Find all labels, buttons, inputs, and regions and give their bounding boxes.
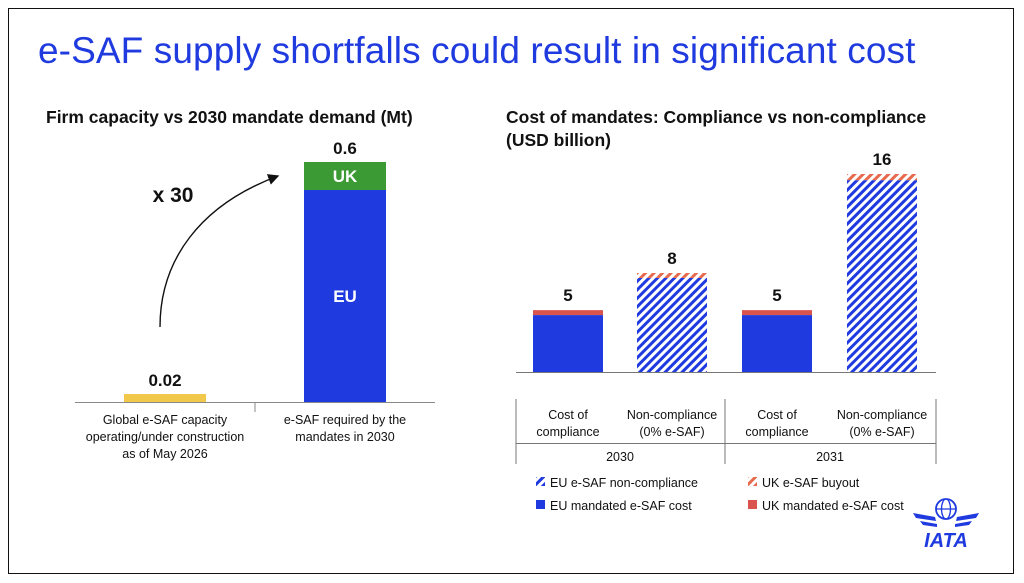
legend-label: EU e-SAF non-compliance xyxy=(550,476,698,490)
bar-segment xyxy=(742,310,812,316)
multiplier-annotation: x 30 xyxy=(153,184,194,207)
wing-icon xyxy=(913,513,979,521)
eu-segment-label: EU xyxy=(333,287,357,306)
bar-segment xyxy=(742,315,812,372)
category-label: Cost of xyxy=(548,408,588,422)
bar-total-label: 8 xyxy=(667,249,676,268)
right-chart-title-line-2: (USD billion) xyxy=(506,130,611,150)
uk-demand-bar xyxy=(304,162,386,190)
capacity-bar xyxy=(124,394,206,402)
bar-segment xyxy=(533,310,603,316)
bar-total-label: 5 xyxy=(563,286,572,305)
category-label: mandates in 2030 xyxy=(295,430,394,444)
right-chart-title: Cost of mandates: Compliance vs non-comp… xyxy=(506,106,926,152)
bar-segment xyxy=(847,174,917,181)
bar-segment xyxy=(637,273,707,278)
group-label: 2030 xyxy=(606,450,634,464)
uk-segment-label: UK xyxy=(333,167,358,186)
legend-label: EU mandated e-SAF cost xyxy=(550,499,692,513)
category-label: Global e-SAF capacity xyxy=(103,413,228,427)
capacity-value-label: 0.02 xyxy=(148,371,181,390)
growth-arrow xyxy=(159,174,280,328)
bar-segment xyxy=(847,180,917,372)
bar-segment xyxy=(533,315,603,372)
demand-total-label: 0.6 xyxy=(333,139,357,158)
category-label: (0% e-SAF) xyxy=(849,425,914,439)
category-label: Cost of xyxy=(757,408,797,422)
wing-icon xyxy=(920,521,972,527)
slide-title: e-SAF supply shortfalls could result in … xyxy=(38,30,916,71)
category-label: compliance xyxy=(745,425,808,439)
left-chart-title: Firm capacity vs 2030 mandate demand (Mt… xyxy=(46,107,413,127)
category-label: Non-compliance xyxy=(837,408,927,422)
eu-demand-bar xyxy=(304,190,386,402)
group-label: 2031 xyxy=(816,450,844,464)
category-label: (0% e-SAF) xyxy=(639,425,704,439)
category-label: Non-compliance xyxy=(627,408,717,422)
category-label: e-SAF required by the xyxy=(284,413,406,427)
right-chart-title-line-1: Cost of mandates: Compliance vs non-comp… xyxy=(506,107,927,127)
iata-logo: IATA xyxy=(913,498,979,552)
left-chart: 0.02 EU UK 0.6 x 30 Global e-SAF capacity oper… xyxy=(75,139,435,461)
category-label: operating/under construction xyxy=(86,430,244,444)
legend-label: UK mandated e-SAF cost xyxy=(762,499,904,513)
legend-swatch xyxy=(536,477,545,486)
bar-total-label: 5 xyxy=(772,286,781,305)
slide-frame xyxy=(8,8,1014,574)
legend-swatch xyxy=(748,500,757,509)
bar-total-label: 16 xyxy=(873,150,892,169)
right-chart: 5 8 5 16 Cost of compliance Non-compliance (0% … xyxy=(515,150,937,513)
legend-swatch xyxy=(748,477,757,486)
bar-segment xyxy=(637,277,707,372)
category-label: as of May 2026 xyxy=(122,447,208,461)
legend-swatch xyxy=(536,500,545,509)
category-label: compliance xyxy=(536,425,599,439)
legend-label: UK e-SAF buyout xyxy=(762,476,860,490)
logo-wordmark: IATA xyxy=(924,530,968,552)
